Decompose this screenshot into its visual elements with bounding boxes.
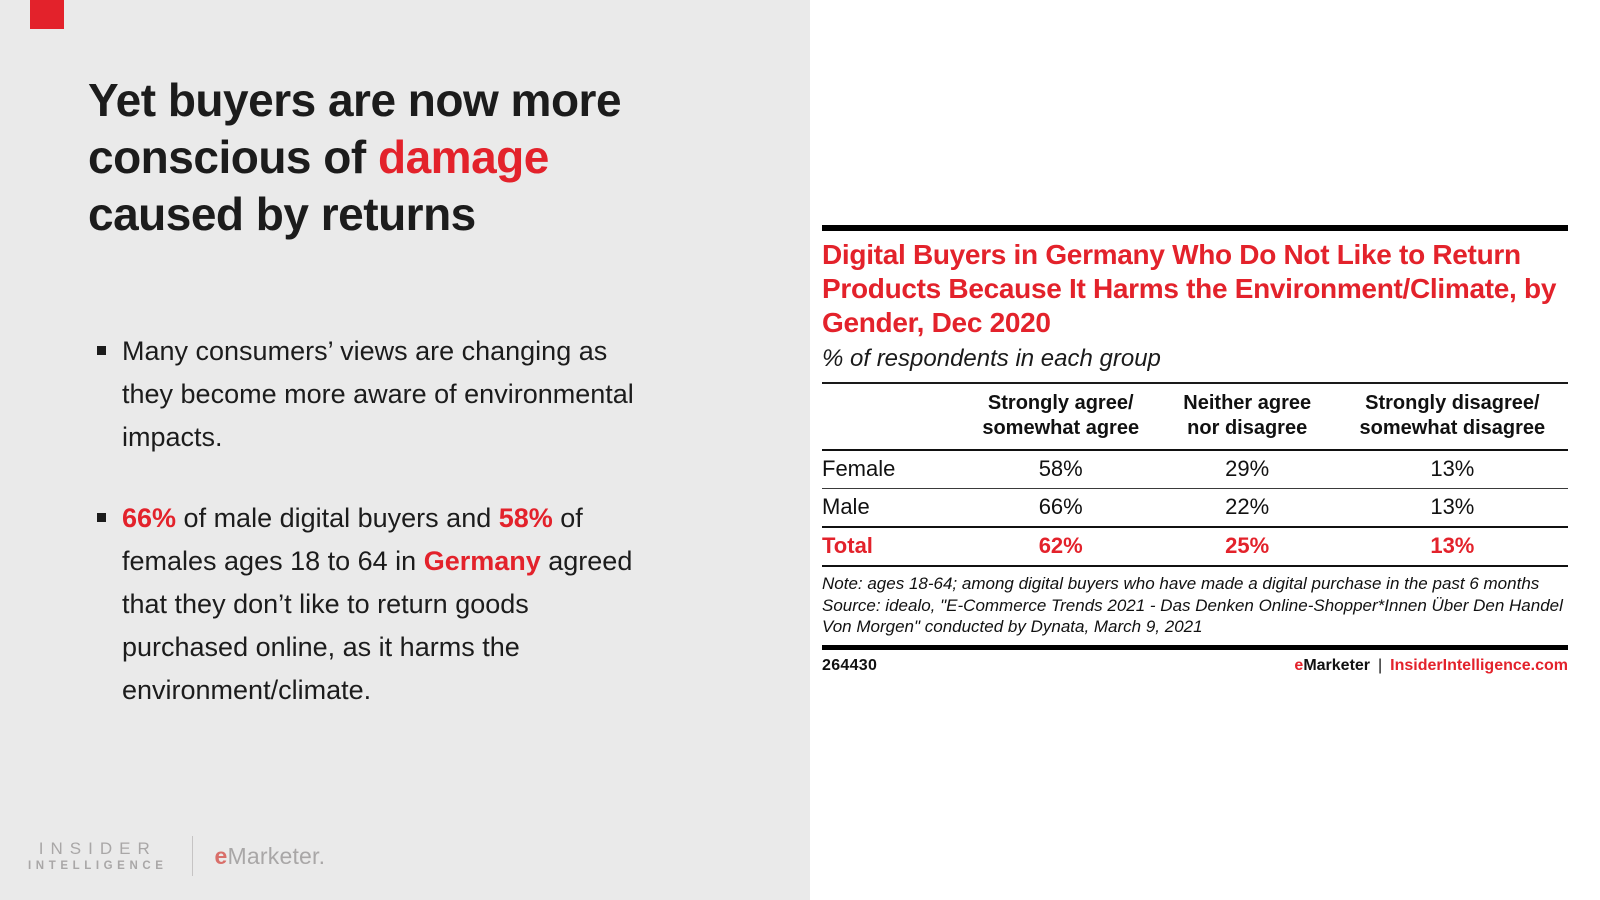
row-label: Total xyxy=(822,527,964,567)
stat-country: Germany xyxy=(423,546,541,576)
chart-id: 264430 xyxy=(822,656,878,674)
table-header-row: Strongly agree/ somewhat agree Neither a… xyxy=(822,384,1568,451)
bullet-item-2: 66% of male digital buyers and 58% of fe… xyxy=(88,497,653,712)
slide-title-line3: caused by returns xyxy=(88,188,476,240)
bullet-text-1: Many consumers’ views are changing as th… xyxy=(122,336,634,452)
chart-footer: 264430 eMarketer | InsiderIntelligence.com xyxy=(822,650,1568,675)
cell-value: 66% xyxy=(963,488,1158,528)
chart-panel: Digital Buyers in Germany Who Do Not Lik… xyxy=(810,0,1600,900)
slide-title-line1: Yet buyers are now more xyxy=(88,74,622,126)
bullet-text-2-seg: of females ages 18 to 64 in xyxy=(122,503,583,576)
slide-title: Yet buyers are now more conscious of dama… xyxy=(88,72,748,243)
footer-site-link: InsiderIntelligence.com xyxy=(1390,656,1568,674)
chart-subtitle: % of respondents in each group xyxy=(822,340,1568,384)
bullet-square-icon xyxy=(97,346,106,355)
table-row-male: Male 66% 22% 13% xyxy=(822,488,1568,528)
intelligence-logo-text: INTELLIGENCE xyxy=(28,859,168,872)
data-table: Strongly agree/ somewhat agree Neither a… xyxy=(822,384,1568,567)
stat-male-pct: 66% xyxy=(122,503,177,533)
brand-accent-square xyxy=(30,0,64,29)
chart-title: Digital Buyers in Germany Who Do Not Lik… xyxy=(822,239,1557,338)
bullet-text-2-seg: of male digital buyers and xyxy=(176,503,499,533)
insider-intelligence-logo: INSIDER INTELLIGENCE xyxy=(28,839,168,874)
table-row-female: Female 58% 29% 13% xyxy=(822,450,1568,489)
cell-value: 22% xyxy=(1157,488,1337,528)
cell-value: 13% xyxy=(1336,527,1568,567)
bullet-text-2-seg: agreed that they don’t like to return go… xyxy=(122,546,633,705)
row-label: Female xyxy=(822,450,964,489)
col-header-disagree: Strongly disagree/ somewhat disagree xyxy=(1336,384,1568,451)
cell-value: 62% xyxy=(963,527,1158,567)
chart-notes: Note: ages 18-64; among digital buyers w… xyxy=(822,567,1568,638)
cell-value: 25% xyxy=(1157,527,1337,567)
cell-value: 13% xyxy=(1336,488,1568,528)
emarketer-logo: eMarketer. xyxy=(215,843,326,870)
bullet-item-1: Many consumers’ views are changing as th… xyxy=(88,330,653,459)
chart-bottom-rule xyxy=(822,644,1568,650)
left-panel: Yet buyers are now more conscious of dama… xyxy=(0,0,810,900)
bullet-text-2: 66% of male digital buyers and 58% of fe… xyxy=(122,503,632,705)
footer-separator: | xyxy=(1378,656,1383,674)
bullet-list: Many consumers’ views are changing as th… xyxy=(88,330,653,750)
col-header-neither: Neither agree nor disagree xyxy=(1157,384,1337,451)
slide-title-line2: conscious of xyxy=(88,131,378,183)
chart-note: Note: ages 18-64; among digital buyers w… xyxy=(822,574,1540,593)
cell-value: 58% xyxy=(963,450,1158,489)
cell-value: 13% xyxy=(1336,450,1568,489)
emarketer-logo-rest: Marketer. xyxy=(227,842,326,869)
table-corner-cell xyxy=(822,384,964,451)
stat-female-pct: 58% xyxy=(498,503,553,533)
footer-logos: INSIDER INTELLIGENCE eMarketer. xyxy=(28,836,325,876)
chart-footer-brand: eMarketer | InsiderIntelligence.com xyxy=(1294,657,1568,675)
footer-emarketer-rest: Marketer xyxy=(1303,656,1371,674)
table-row-total: Total 62% 25% 13% xyxy=(822,527,1568,567)
logo-divider xyxy=(191,836,193,876)
footer-emarketer-e: e xyxy=(1294,656,1304,674)
slide-title-highlight: damage xyxy=(377,131,549,183)
chart-top-rule xyxy=(822,225,1568,231)
insider-logo-text: INSIDER xyxy=(38,838,157,858)
row-label: Male xyxy=(822,488,964,528)
cell-value: 29% xyxy=(1157,450,1337,489)
bullet-square-icon xyxy=(97,513,106,522)
chart-block: Digital Buyers in Germany Who Do Not Lik… xyxy=(822,225,1568,675)
emarketer-logo-e: e xyxy=(214,842,228,869)
chart-source: Source: idealo, "E-Commerce Trends 2021 … xyxy=(822,595,1563,637)
col-header-agree: Strongly agree/ somewhat agree xyxy=(963,384,1158,451)
